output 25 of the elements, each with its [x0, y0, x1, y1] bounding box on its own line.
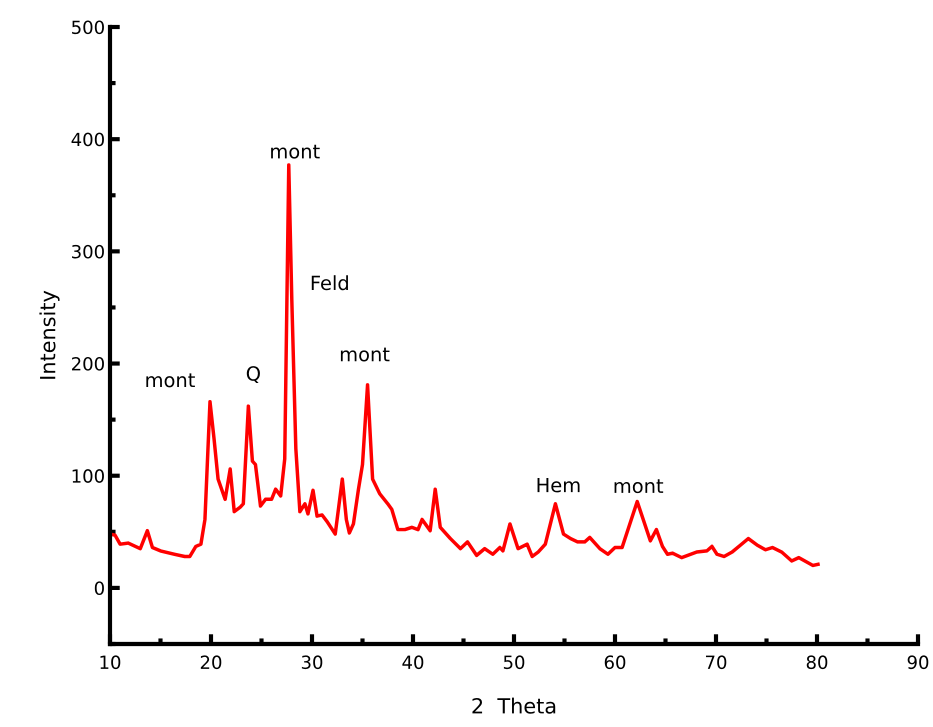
annotation: mont	[614, 479, 664, 494]
x-tick-label: 90	[908, 655, 928, 670]
y-tick-label: 200	[72, 357, 104, 371]
annotation: mont	[271, 144, 320, 159]
annotation: Hem	[538, 478, 580, 492]
annotation: Feld	[312, 275, 348, 290]
y-axis-title: Intensity	[39, 290, 60, 379]
x-tick-label: 60	[604, 655, 626, 670]
y-tick-label: 0	[94, 581, 104, 596]
y-tick-label: 100	[72, 469, 104, 483]
y-tick-label: 400	[72, 132, 104, 146]
annotation: mont	[146, 373, 195, 388]
y-tick-label: 500	[72, 20, 104, 34]
x-tick-label: 10	[100, 655, 120, 670]
x-tick-label: 80	[806, 655, 828, 670]
y-tick-label: 300	[72, 244, 104, 258]
x-tick-label: 70	[706, 655, 726, 670]
line-series	[110, 163, 820, 568]
x-tick-label: 50	[504, 655, 524, 670]
annotation: mont	[340, 348, 390, 362]
x-tick-label: 20	[200, 655, 222, 670]
x-tick-label: 30	[302, 655, 322, 670]
x-axis-title: 2 Theta	[472, 698, 556, 714]
annotation: Q	[246, 366, 260, 384]
x-tick-label: 40	[402, 655, 424, 670]
